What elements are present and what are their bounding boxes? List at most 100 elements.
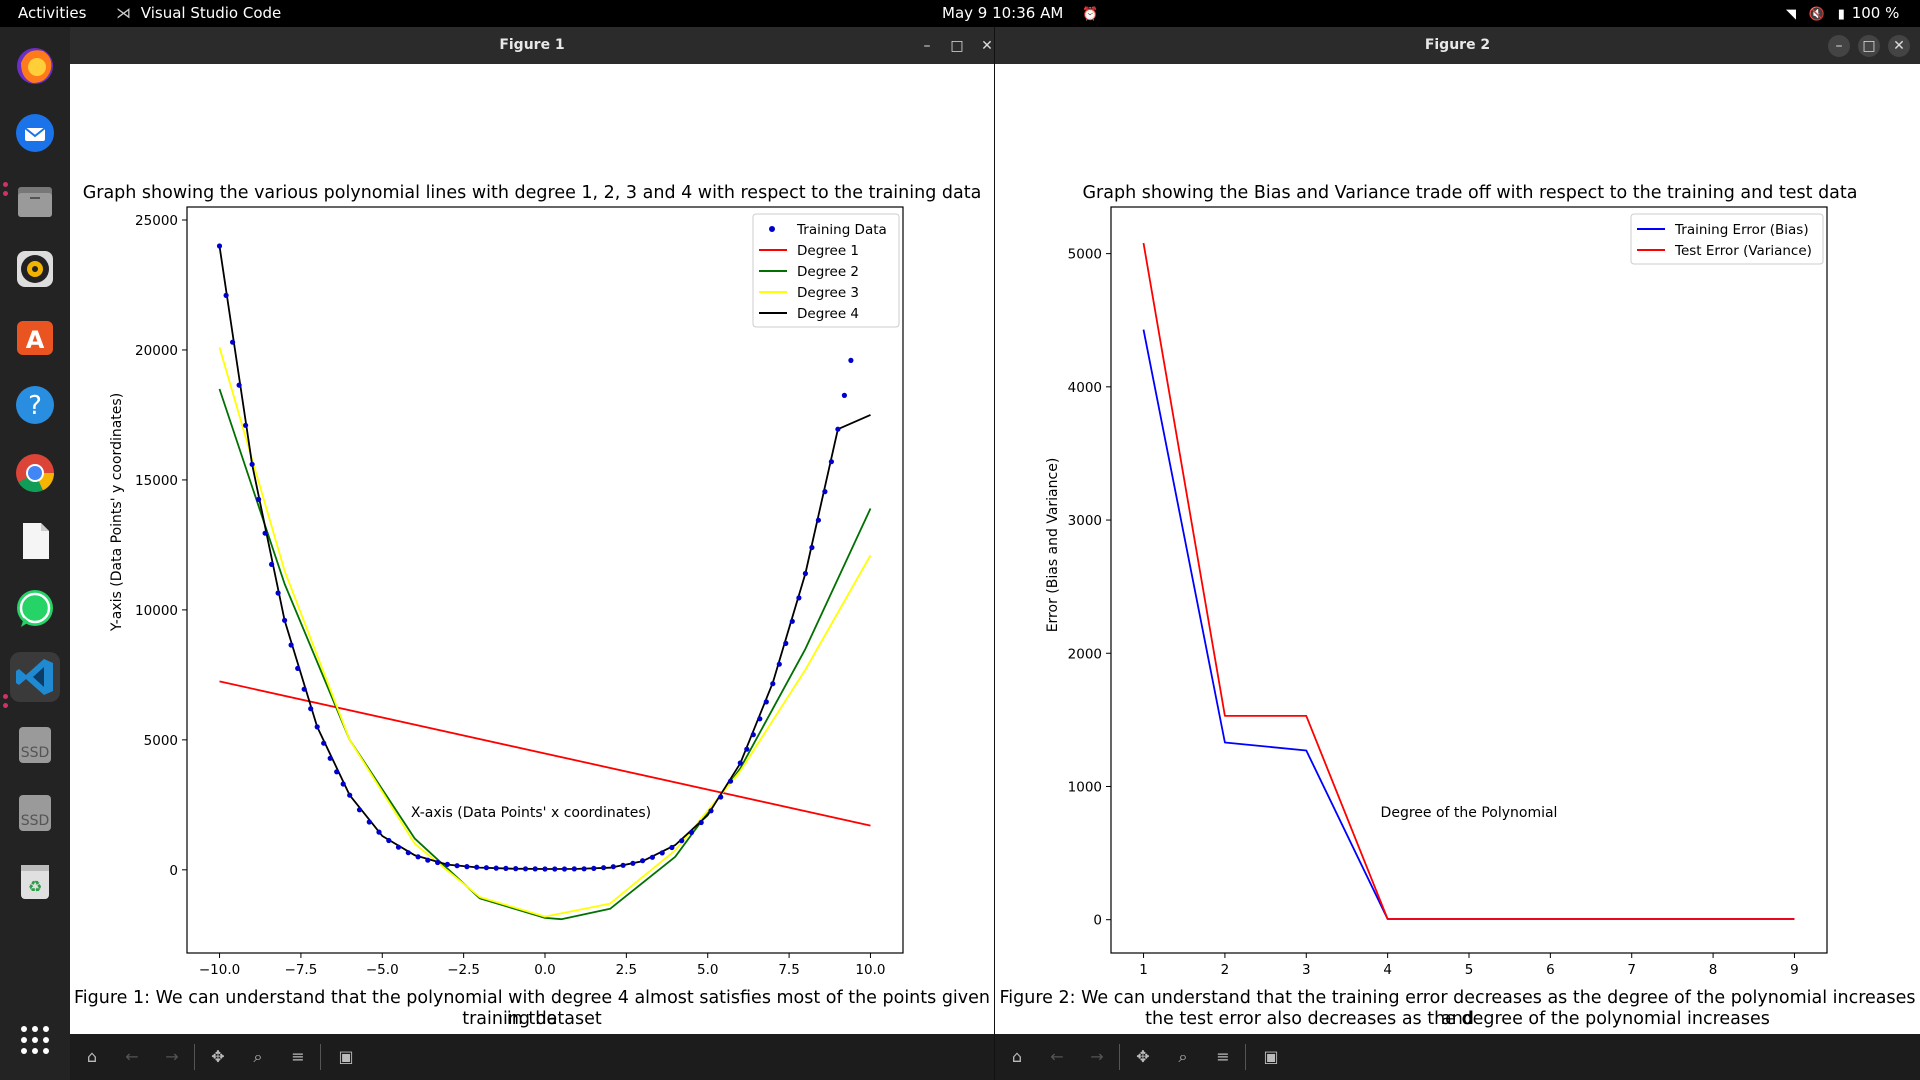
clock[interactable]: May 9 10:36 AM ⏰ (942, 0, 1098, 27)
maximize-button[interactable]: □ (1858, 35, 1880, 57)
chart-title: Graph showing the various polynomial lin… (83, 183, 982, 203)
training-data-point (295, 665, 301, 672)
legend-label: Degree 4 (797, 306, 859, 322)
forward-icon[interactable]: → (165, 1047, 179, 1066)
app-menu[interactable]: ⋊ Visual Studio Code (116, 0, 281, 27)
training-data-point (835, 426, 841, 432)
training-data-point (275, 590, 281, 596)
training-data-point (230, 339, 236, 345)
training-data-point (366, 819, 372, 825)
series-line-3 (218, 347, 872, 918)
vscode-small-icon: ⋊ (116, 4, 131, 22)
training-data-point (776, 661, 782, 667)
training-data-point (789, 618, 795, 624)
training-data-point (809, 544, 815, 551)
show-apps-icon[interactable] (10, 1015, 60, 1065)
training-data-point (282, 617, 288, 623)
x-tick-label: 5 (1465, 962, 1474, 978)
legend: Training Data Degree 1 Degree 2 Degree 3 Deg… (752, 213, 900, 328)
training-data-point (542, 866, 548, 872)
close-button[interactable]: ✕ (1888, 35, 1910, 57)
figure-caption-line-1: Figure 1: We can understand that the pol… (74, 988, 990, 1029)
files-icon[interactable] (10, 176, 60, 226)
training-data-point (815, 517, 822, 523)
thunderbird-icon[interactable] (10, 108, 60, 158)
training-data-point (718, 794, 724, 800)
activities-button[interactable]: Activities (18, 4, 87, 22)
vscode-icon[interactable] (10, 652, 60, 702)
legend-label: Degree 3 (797, 285, 859, 301)
maximize-button[interactable]: □ (950, 38, 964, 54)
configure-subplots-icon[interactable]: ≡ (291, 1047, 305, 1066)
title-bar[interactable]: Figure 2 – □ ✕ (995, 27, 1920, 64)
training-data-point (425, 857, 431, 863)
trash-icon[interactable]: ♻ (10, 856, 60, 906)
pan-icon[interactable]: ✥ (211, 1047, 225, 1066)
close-button[interactable]: ✕ (981, 38, 993, 54)
save-icon[interactable]: ▣ (338, 1047, 354, 1066)
y-tick-label: 1000 (1068, 779, 1102, 795)
app-center-icon[interactable]: A (10, 312, 60, 362)
training-data-point (640, 858, 646, 864)
legend-label: Test Error (Variance) (1674, 243, 1812, 259)
training-data-point (848, 357, 854, 363)
legend-label: Degree 1 (797, 243, 859, 259)
window-title: Figure 2 (1424, 37, 1491, 53)
minimize-button[interactable]: – (1828, 35, 1850, 57)
training-data-point (783, 640, 789, 647)
x-tick-label: 4 (1383, 962, 1392, 978)
minimize-button[interactable]: – (923, 38, 931, 54)
whatsapp-icon[interactable] (10, 584, 60, 634)
legend-frame (1630, 213, 1824, 265)
training-data-point (464, 864, 470, 870)
training-data-point (256, 496, 262, 502)
title-bar[interactable]: Figure 1 – □ ✕ (70, 27, 994, 64)
back-icon[interactable]: ← (1050, 1047, 1064, 1066)
training-data-point (269, 561, 275, 567)
x-tick-label: 2.5 (616, 962, 637, 978)
x-tick-label: 3 (1302, 962, 1311, 978)
firefox-icon[interactable] (10, 40, 60, 90)
back-icon[interactable]: ← (125, 1047, 139, 1066)
chrome-icon[interactable] (10, 448, 60, 498)
legend: Training Error (Bias) Test Error (Varianc… (1630, 213, 1824, 265)
forward-icon[interactable]: → (1090, 1047, 1104, 1066)
home-icon[interactable]: ⌂ (1011, 1047, 1023, 1066)
figure-toolbar: ⌂ ← → ✥ ⌕ ≡ ▣ (70, 1034, 994, 1080)
ssd-drive-icon[interactable]: SSD (10, 788, 60, 838)
toolbar-separator (1119, 1044, 1120, 1070)
battery-percent: 100 % (1851, 4, 1900, 22)
training-data-point (522, 866, 529, 872)
training-data-point (321, 740, 327, 746)
ssd-label: SSD (21, 813, 50, 829)
home-icon[interactable]: ⌂ (86, 1047, 98, 1066)
zoom-icon[interactable]: ⌕ (253, 1047, 263, 1066)
training-data-point (828, 459, 835, 465)
x-tick-label: −5.0 (366, 962, 399, 978)
rhythmbox-icon[interactable] (10, 244, 60, 294)
ssd-drive-icon[interactable]: SSD (10, 720, 60, 770)
training-data-point (444, 861, 450, 868)
training-data-point (552, 866, 558, 872)
configure-subplots-icon[interactable]: ≡ (1216, 1047, 1230, 1066)
training-data-point (474, 864, 480, 870)
training-data-point (236, 382, 242, 388)
y-tick-label: 3000 (1068, 513, 1102, 529)
x-tick-label: 7 (1627, 962, 1636, 978)
training-data-point (503, 865, 509, 872)
volume-muted-icon: 🔇 (1808, 7, 1825, 22)
save-icon[interactable]: ▣ (1263, 1047, 1279, 1066)
svg-text:♻: ♻ (28, 877, 42, 896)
legend-frame (752, 213, 900, 328)
training-data-point (822, 489, 828, 495)
pan-icon[interactable]: ✥ (1136, 1047, 1150, 1066)
training-data-point (744, 746, 750, 752)
x-tick-label: 0.0 (534, 962, 555, 978)
training-data-point (435, 859, 441, 866)
system-menu[interactable]: ◥ 🔇 ▮ 100 % (1786, 0, 1899, 27)
training-data-point (308, 706, 314, 712)
text-editor-icon[interactable] (10, 516, 60, 566)
help-icon[interactable]: ? (10, 380, 60, 430)
zoom-icon[interactable]: ⌕ (1178, 1047, 1188, 1066)
legend-label: Training Data (796, 222, 887, 238)
